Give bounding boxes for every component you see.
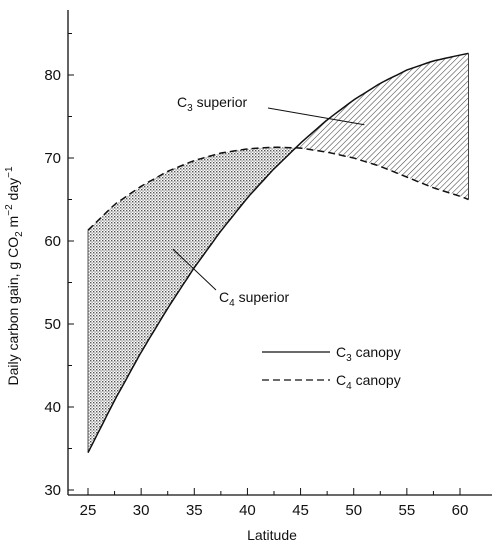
y-tick-label-50: 50	[44, 316, 61, 333]
series-lines	[87, 52, 469, 453]
x-tick-label-50: 50	[345, 502, 362, 519]
region-c3-superior	[297, 53, 469, 200]
y-tick-label-60: 60	[44, 233, 61, 250]
legend-label-c3: C3 canopy	[336, 344, 401, 364]
y-tick-label-40: 40	[44, 399, 61, 416]
legend-label-c4: C4 canopy	[336, 372, 401, 392]
x-tick-label-40: 40	[239, 502, 256, 519]
annotation-pointer-c4	[172, 248, 217, 291]
legend: C3 canopy C4 canopy	[262, 344, 401, 392]
annotation-pointer-c3	[267, 107, 365, 126]
tick-labels: 25 30 35 40 45 50 55 60 30 40 50 60 70 80	[44, 67, 468, 519]
series-line-c4-canopy	[87, 146, 469, 231]
x-tick-label-45: 45	[292, 502, 309, 519]
svg-text:C4 superior: C4 superior	[219, 289, 289, 309]
annotation-c3-superior: C3 superior	[177, 94, 365, 126]
y-tick-label-70: 70	[44, 150, 61, 167]
svg-text:C3 superior: C3 superior	[177, 94, 247, 114]
annotation-c4-superior: C4 superior	[172, 248, 289, 309]
x-tick-label-35: 35	[186, 502, 203, 519]
x-axis-title: Latitude	[247, 527, 297, 543]
series-line-c3-canopy	[87, 52, 469, 453]
x-tick-label-30: 30	[133, 502, 150, 519]
x-tick-label-25: 25	[80, 502, 97, 519]
y-tick-label-80: 80	[44, 67, 61, 84]
region-c4-superior	[88, 146, 298, 453]
tick-marks	[68, 33, 461, 495]
y-tick-label-30: 30	[44, 482, 61, 499]
axes	[67, 10, 492, 496]
y-axis-title: Daily carbon gain, g CO2 m−2 day−1	[4, 166, 25, 385]
x-tick-label-60: 60	[452, 502, 469, 519]
x-tick-label-55: 55	[399, 502, 416, 519]
shaded-regions	[87, 53, 470, 453]
